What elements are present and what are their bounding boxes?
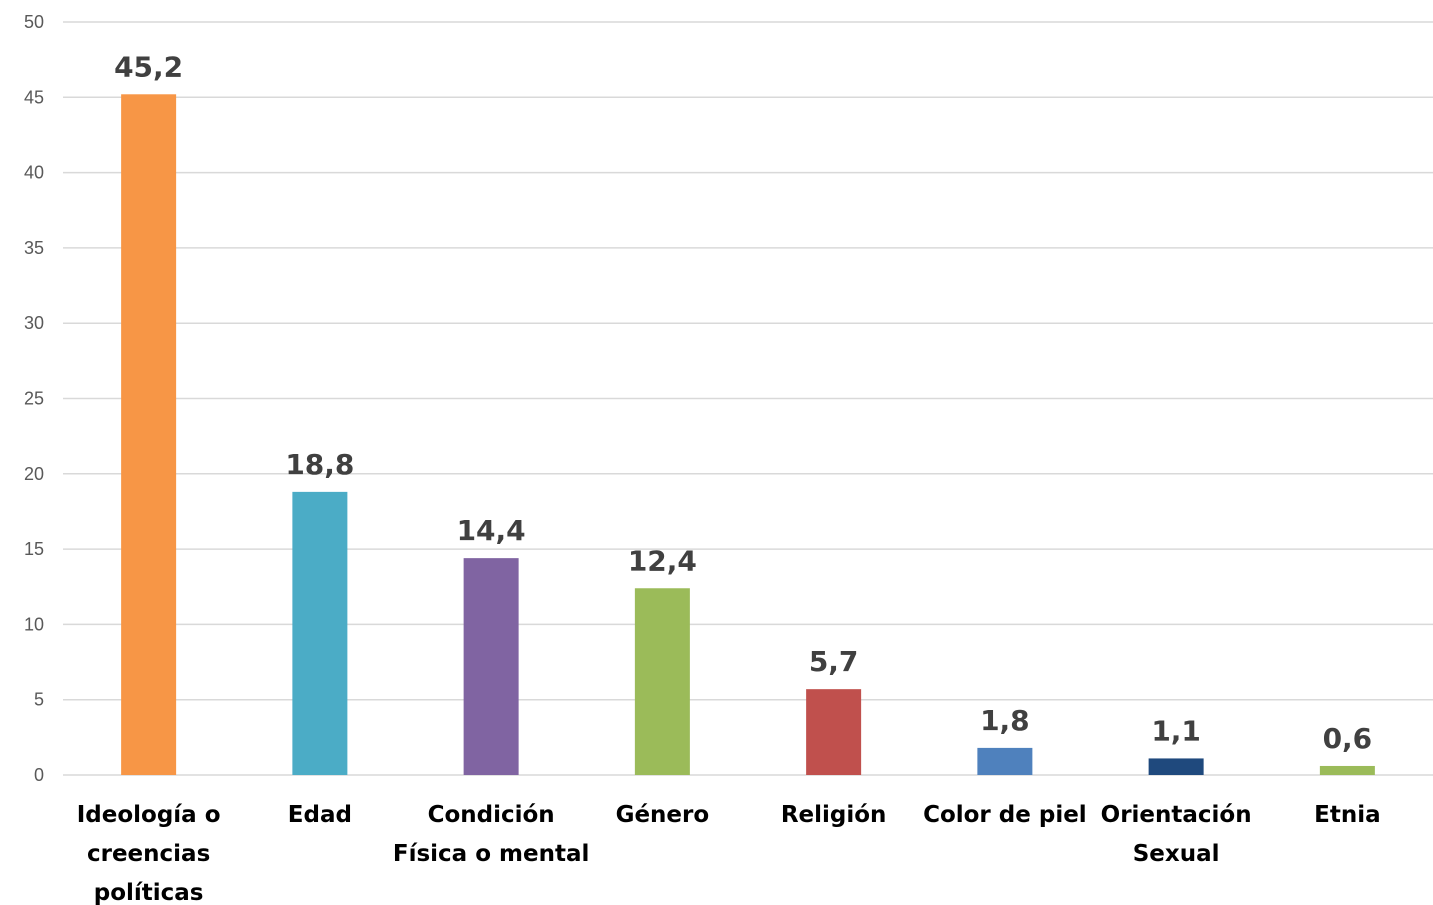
bar (1319, 765, 1375, 775)
category-label: Etnia (1314, 802, 1380, 828)
data-labels: 45,2 18,8 14,4 12,4 5,7 1,8 1,1 0,6 (114, 50, 1372, 755)
y-tick-label: 20 (24, 464, 44, 484)
category-label: Color de piel (923, 802, 1087, 828)
category-label-line: Condición (428, 802, 555, 828)
bar (1148, 758, 1204, 775)
category-label-line: Ideología o (77, 802, 221, 828)
category-label: Condición Física o mental (393, 802, 589, 867)
category-label-line: Género (616, 802, 710, 828)
bars (121, 94, 1375, 775)
y-tick-label: 15 (24, 539, 44, 559)
y-tick-label: 40 (24, 163, 44, 183)
bar (977, 747, 1033, 775)
y-tick-label: 10 (24, 614, 44, 634)
data-label: 1,1 (1151, 714, 1201, 747)
bar (463, 558, 519, 775)
data-label: 14,4 (457, 514, 526, 547)
y-tick-label: 35 (24, 238, 44, 258)
data-label: 18,8 (285, 448, 354, 481)
y-tick-label: 50 (24, 12, 44, 32)
category-label: Género (616, 802, 710, 828)
data-label: 12,4 (628, 544, 697, 577)
gridlines (63, 21, 1433, 776)
category-label-line: políticas (94, 880, 204, 905)
data-label: 1,8 (980, 704, 1030, 737)
category-label: Ideología o creencias políticas (77, 802, 221, 905)
bar (806, 689, 862, 775)
y-tick-label: 45 (24, 87, 44, 107)
data-label: 0,6 (1323, 722, 1373, 755)
category-labels: Ideología o creencias políticas Edad Condici… (77, 802, 1381, 905)
y-tick-label: 30 (24, 313, 44, 333)
category-label-line: Orientación (1101, 802, 1252, 828)
y-tick-label: 5 (34, 690, 44, 710)
data-label: 5,7 (809, 645, 859, 678)
y-tick-label: 25 (24, 389, 44, 409)
y-axis-ticks: 0 5 10 15 20 25 30 35 40 45 50 (24, 12, 44, 785)
category-label-line: Sexual (1133, 841, 1220, 867)
y-tick-label: 0 (34, 765, 44, 785)
category-label-line: Religión (781, 802, 887, 828)
category-label: Edad (288, 802, 352, 828)
category-label-line: Edad (288, 802, 352, 828)
category-label-line: Física o mental (393, 841, 589, 867)
category-label-line: creencias (87, 841, 210, 867)
bar (634, 588, 690, 775)
category-label-line: Color de piel (923, 802, 1087, 828)
bar (121, 94, 177, 775)
category-label: Religión (781, 802, 887, 828)
category-label: Orientación Sexual (1101, 802, 1252, 867)
bar (292, 491, 348, 775)
data-label: 45,2 (114, 50, 183, 83)
category-label-line: Etnia (1314, 802, 1380, 828)
